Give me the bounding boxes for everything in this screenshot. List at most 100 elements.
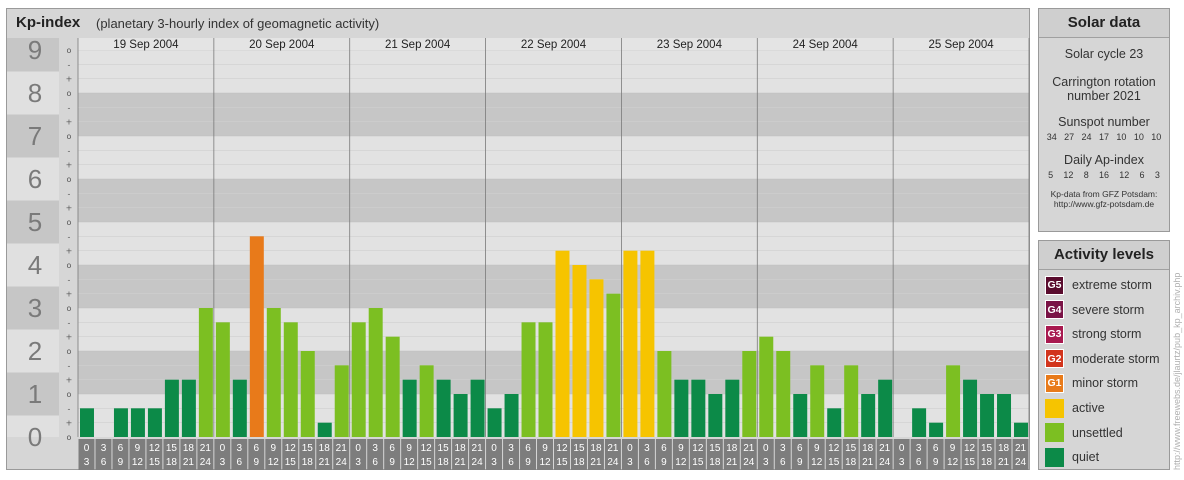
legend-swatch: G2 — [1045, 349, 1064, 369]
kp-bar — [215, 322, 230, 437]
time-end-label: 3 — [355, 457, 361, 468]
ap-value: 8 — [1083, 170, 1089, 180]
kp-bar — [946, 365, 961, 437]
time-end-label: 15 — [692, 457, 704, 468]
time-end-label: 15 — [421, 457, 433, 468]
kp-bar — [232, 379, 247, 437]
minor-tick-label: + — [66, 290, 73, 299]
time-end-label: 9 — [797, 457, 803, 468]
legend-label: minor storm — [1072, 376, 1138, 391]
time-end-label: 21 — [998, 457, 1010, 468]
kp-bar — [963, 379, 978, 437]
time-end-label: 9 — [661, 457, 667, 468]
legend-swatch — [1045, 447, 1064, 467]
time-start-label: 18 — [998, 443, 1010, 454]
time-start-label: 15 — [166, 443, 178, 454]
kp-bar — [640, 250, 655, 437]
time-cell — [740, 439, 757, 470]
minor-tick-label: - — [68, 404, 71, 413]
time-end-label: 15 — [149, 457, 161, 468]
y-label-cell — [7, 38, 59, 72]
day-label: 20 Sep 2004 — [249, 39, 315, 51]
ap-values: 5 12 8 16 12 6 3 — [1039, 170, 1169, 180]
kp-band — [78, 265, 1029, 308]
time-end-label: 24 — [336, 457, 348, 468]
y-tick-label: 2 — [28, 336, 42, 366]
time-cell — [350, 439, 367, 470]
time-end-label: 3 — [491, 457, 497, 468]
sunspot-value: 10 — [1151, 132, 1162, 142]
kp-bar — [181, 379, 196, 437]
kp-bar — [317, 422, 332, 437]
y-tick-label: 3 — [28, 293, 42, 323]
minor-tick-label: o — [67, 218, 72, 227]
time-start-label: 21 — [879, 443, 891, 454]
time-end-label: 6 — [372, 457, 378, 468]
time-start-label: 6 — [661, 443, 667, 454]
legend-item: quiet — [1045, 447, 1099, 467]
time-end-label: 21 — [590, 457, 602, 468]
kp-bar — [827, 408, 842, 437]
time-cell — [401, 439, 418, 470]
time-start-label: 21 — [200, 443, 212, 454]
sunspot-value: 10 — [1133, 132, 1144, 142]
legend-label: extreme storm — [1072, 278, 1152, 292]
time-end-label: 12 — [675, 457, 687, 468]
time-end-label: 6 — [916, 457, 922, 468]
minor-tick-label: + — [66, 204, 73, 213]
sunspot-label: Sunspot number — [1058, 115, 1150, 129]
kp-bar — [844, 365, 859, 437]
time-start-label: 0 — [763, 443, 769, 454]
time-start-label: 15 — [709, 443, 721, 454]
time-cell — [995, 439, 1012, 470]
kp-band — [78, 179, 1029, 222]
legend-item: G1 minor storm — [1045, 373, 1138, 393]
time-cell — [95, 439, 112, 470]
day-label: 22 Sep 2004 — [521, 39, 587, 51]
time-cell — [520, 439, 537, 470]
kp-bar — [198, 308, 213, 437]
time-end-label: 3 — [763, 457, 769, 468]
time-start-label: 18 — [590, 443, 602, 454]
kp-band — [78, 93, 1029, 136]
time-start-label: 3 — [644, 443, 650, 454]
time-start-label: 9 — [271, 443, 277, 454]
kp-bar — [385, 336, 400, 437]
y-label-cell — [7, 243, 59, 287]
source-note-2: http://www.gfz-potsdam.de — [1053, 199, 1155, 209]
time-cell — [435, 439, 452, 470]
time-cell — [655, 439, 672, 470]
kp-bar — [793, 394, 808, 437]
time-start-label: 12 — [149, 443, 161, 454]
legend-item: G2 moderate storm — [1045, 349, 1160, 369]
kp-bar — [878, 379, 893, 437]
minor-tick-label: o — [67, 175, 72, 184]
minor-tick-label: - — [68, 60, 71, 69]
day-label: 23 Sep 2004 — [657, 39, 723, 51]
time-start-label: 15 — [438, 443, 450, 454]
y-label-cell — [7, 372, 59, 416]
time-cell — [723, 439, 740, 470]
time-start-label: 6 — [525, 443, 531, 454]
time-end-label: 9 — [389, 457, 395, 468]
day-label: 21 Sep 2004 — [385, 39, 451, 51]
time-cell — [316, 439, 333, 470]
legend-label: strong storm — [1072, 327, 1142, 342]
kp-bar — [912, 408, 927, 437]
day-label: 19 Sep 2004 — [113, 39, 179, 51]
kp-bar — [759, 336, 774, 437]
time-end-label: 18 — [981, 457, 993, 468]
minor-tick-label: o — [67, 433, 72, 442]
kp-bar — [351, 322, 366, 437]
kp-band — [78, 308, 1029, 351]
time-end-label: 9 — [525, 457, 531, 468]
time-end-label: 24 — [743, 457, 755, 468]
source-note-1: Kp-data from GFZ Potsdam: — [1050, 189, 1158, 199]
minor-tick-label: + — [66, 419, 73, 428]
solar-data-panel: Solar data Solar cycle 23 Carrington rot… — [1038, 8, 1170, 232]
kp-bar — [810, 365, 825, 437]
time-cell — [859, 439, 876, 470]
time-end-label: 15 — [964, 457, 976, 468]
time-start-label: 3 — [508, 443, 514, 454]
minor-tick-label: o — [67, 89, 72, 98]
